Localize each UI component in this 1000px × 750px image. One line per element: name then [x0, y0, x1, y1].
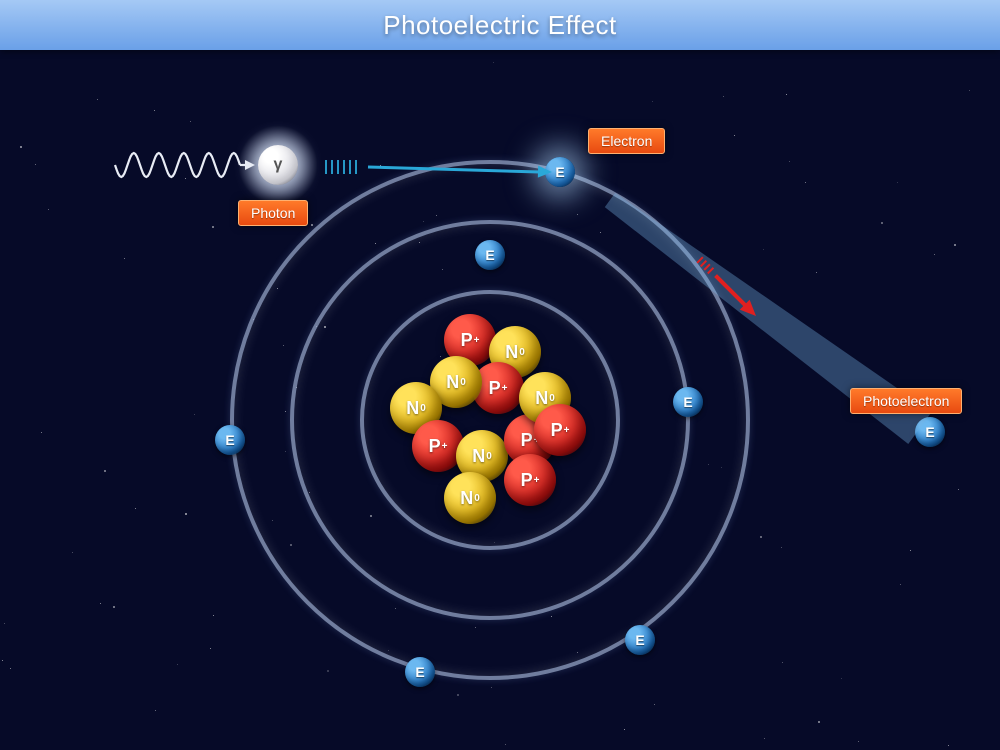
label-photoelectron: Photoelectron — [850, 388, 962, 414]
electron: E — [545, 157, 575, 187]
atom-stage: P+N0P+N0N0P+N0P+N0P+P+N0EEEEEEEγPhotonEl… — [0, 0, 1000, 750]
diagram-canvas: Photoelectric Effect P+N0P+N0N0P+N0P+N0P… — [0, 0, 1000, 750]
proton: P+ — [504, 454, 556, 506]
label-electron: Electron — [588, 128, 665, 154]
proton: P+ — [412, 420, 464, 472]
label-photon: Photon — [238, 200, 308, 226]
proton: P+ — [534, 404, 586, 456]
orbit-ring — [230, 160, 750, 680]
electron: E — [215, 425, 245, 455]
electron: E — [405, 657, 435, 687]
photon-wave — [115, 153, 240, 177]
electron: E — [625, 625, 655, 655]
page-title: Photoelectric Effect — [383, 10, 617, 41]
title-bar: Photoelectric Effect — [0, 0, 1000, 50]
photon: γ — [258, 145, 298, 185]
photoelectron: E — [915, 417, 945, 447]
electron: E — [673, 387, 703, 417]
neutron: N0 — [444, 472, 496, 524]
electron: E — [475, 240, 505, 270]
